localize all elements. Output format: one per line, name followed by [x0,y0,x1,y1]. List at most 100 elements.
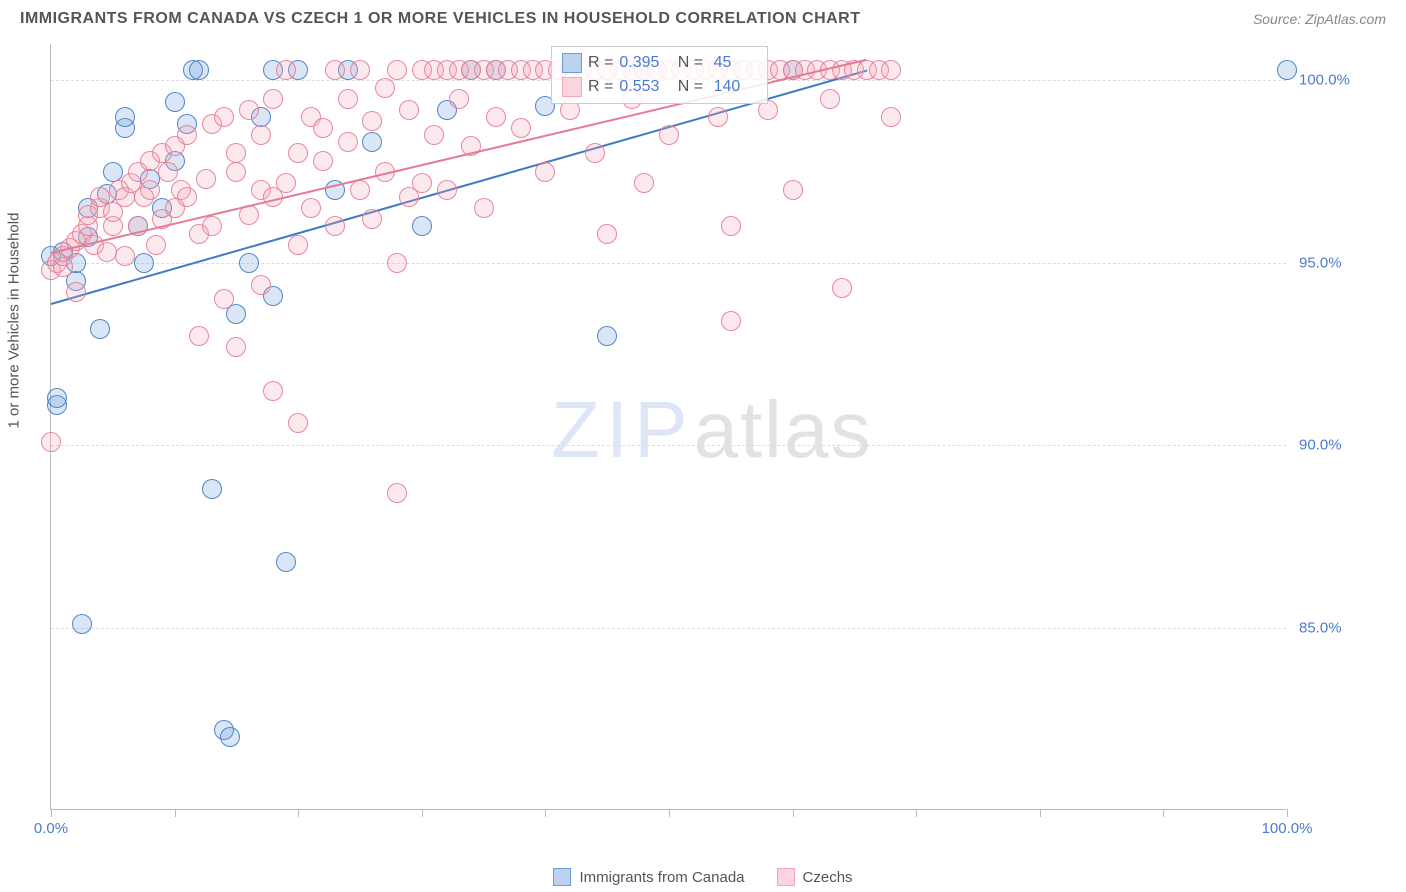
legend-swatch [562,53,582,73]
data-point [288,143,308,163]
data-point [251,275,271,295]
watermark: ZIPatlas [551,384,872,476]
data-point [276,60,296,80]
data-point [115,246,135,266]
data-point [437,180,457,200]
y-tick-label: 90.0% [1299,437,1342,454]
legend-item: Czechs [777,868,853,886]
r-label: R = [588,78,613,96]
x-tick [1163,809,1164,817]
data-point [134,253,154,273]
data-point [387,60,407,80]
data-point [412,216,432,236]
data-point [226,337,246,357]
data-point [263,381,283,401]
n-value: 45 [709,54,757,72]
data-point [90,319,110,339]
y-tick-label: 95.0% [1299,254,1342,271]
data-point [387,483,407,503]
data-point [659,125,679,145]
x-tick [545,809,546,817]
x-tick-label: 0.0% [34,820,68,837]
data-point [412,173,432,193]
data-point [189,60,209,80]
data-point [288,235,308,255]
data-point [597,224,617,244]
scatter-chart: ZIPatlas 85.0%90.0%95.0%100.0%0.0%100.0%… [50,44,1286,810]
data-point [474,198,494,218]
data-point [881,107,901,127]
data-point [189,326,209,346]
header: IMMIGRANTS FROM CANADA VS CZECH 1 OR MOR… [0,0,1406,36]
source-attribution: Source: ZipAtlas.com [1253,11,1386,27]
data-point [196,169,216,189]
legend-swatch [562,77,582,97]
data-point [115,107,135,127]
data-point [146,235,166,255]
data-point [708,107,728,127]
data-point [387,253,407,273]
data-point [362,111,382,131]
stats-row: R =0.553 N = 140 [562,75,757,99]
x-tick [669,809,670,817]
data-point [276,173,296,193]
stats-box: R =0.395 N = 45R =0.553 N = 140 [551,46,768,104]
n-label: N = [673,54,703,72]
x-tick [793,809,794,817]
data-point [177,125,197,145]
legend-swatch [553,868,571,886]
data-point [881,60,901,80]
data-point [226,162,246,182]
data-point [375,78,395,98]
r-label: R = [588,54,613,72]
data-point [535,162,555,182]
data-point [66,282,86,302]
data-point [239,100,259,120]
legend-label: Czechs [803,869,853,886]
data-point [140,180,160,200]
data-point [276,552,296,572]
data-point [399,100,419,120]
r-value: 0.553 [619,78,667,96]
data-point [820,89,840,109]
data-point [783,180,803,200]
legend-label: Immigrants from Canada [579,869,744,886]
gridline [51,263,1286,264]
data-point [362,132,382,152]
x-tick [298,809,299,817]
x-tick [51,809,52,817]
data-point [721,311,741,331]
data-point [251,125,271,145]
data-point [597,326,617,346]
gridline [51,628,1286,629]
data-point [239,253,259,273]
data-point [832,278,852,298]
data-point [486,107,506,127]
data-point [1277,60,1297,80]
data-point [41,432,61,452]
data-point [202,216,222,236]
data-point [313,151,333,171]
data-point [177,187,197,207]
data-point [165,92,185,112]
r-value: 0.395 [619,54,667,72]
bottom-legend: Immigrants from Canada Czechs [0,868,1406,886]
data-point [325,216,345,236]
data-point [301,198,321,218]
stats-row: R = 0.395 N = 45 [562,51,757,75]
data-point [72,614,92,634]
x-tick [175,809,176,817]
data-point [47,388,67,408]
data-point [214,289,234,309]
n-label: N = [673,78,703,96]
legend-item: Immigrants from Canada [553,868,744,886]
data-point [338,89,358,109]
x-tick [1287,809,1288,817]
data-point [325,60,345,80]
data-point [449,89,469,109]
y-tick-label: 100.0% [1299,72,1350,89]
data-point [202,479,222,499]
x-tick [916,809,917,817]
legend-swatch [777,868,795,886]
x-tick [422,809,423,817]
